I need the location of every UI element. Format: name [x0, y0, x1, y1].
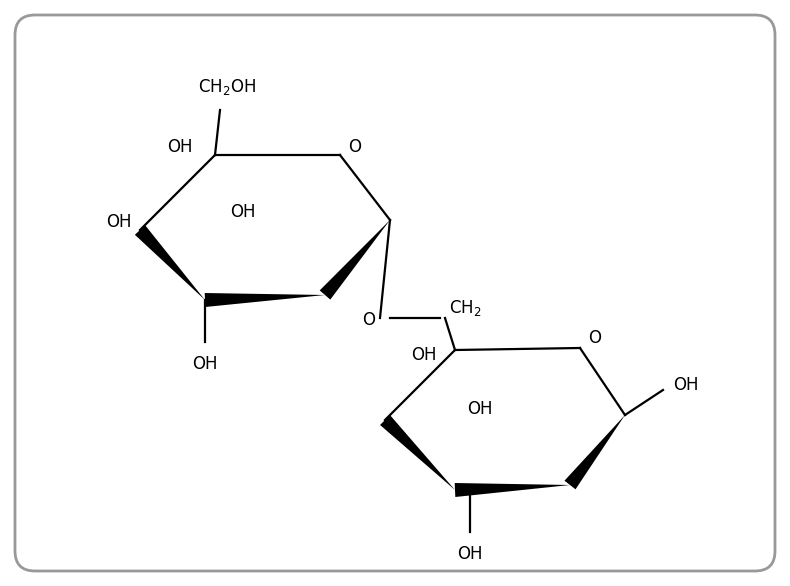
Text: OH: OH	[192, 355, 218, 373]
Polygon shape	[455, 483, 570, 497]
Text: OH: OH	[673, 376, 698, 394]
Polygon shape	[135, 225, 205, 300]
Polygon shape	[205, 293, 325, 307]
Polygon shape	[320, 220, 390, 299]
Text: OH: OH	[457, 545, 483, 563]
Text: OH: OH	[467, 400, 492, 418]
Text: OH: OH	[167, 138, 193, 156]
Text: O: O	[362, 311, 375, 329]
Text: OH: OH	[412, 346, 437, 364]
Text: OH: OH	[107, 213, 132, 231]
Text: O: O	[588, 329, 601, 347]
Text: CH$_2$: CH$_2$	[449, 298, 482, 318]
Text: OH: OH	[230, 203, 255, 221]
Text: O: O	[348, 138, 361, 156]
Text: CH$_2$OH: CH$_2$OH	[198, 77, 256, 97]
Polygon shape	[380, 415, 455, 490]
Polygon shape	[565, 415, 625, 489]
